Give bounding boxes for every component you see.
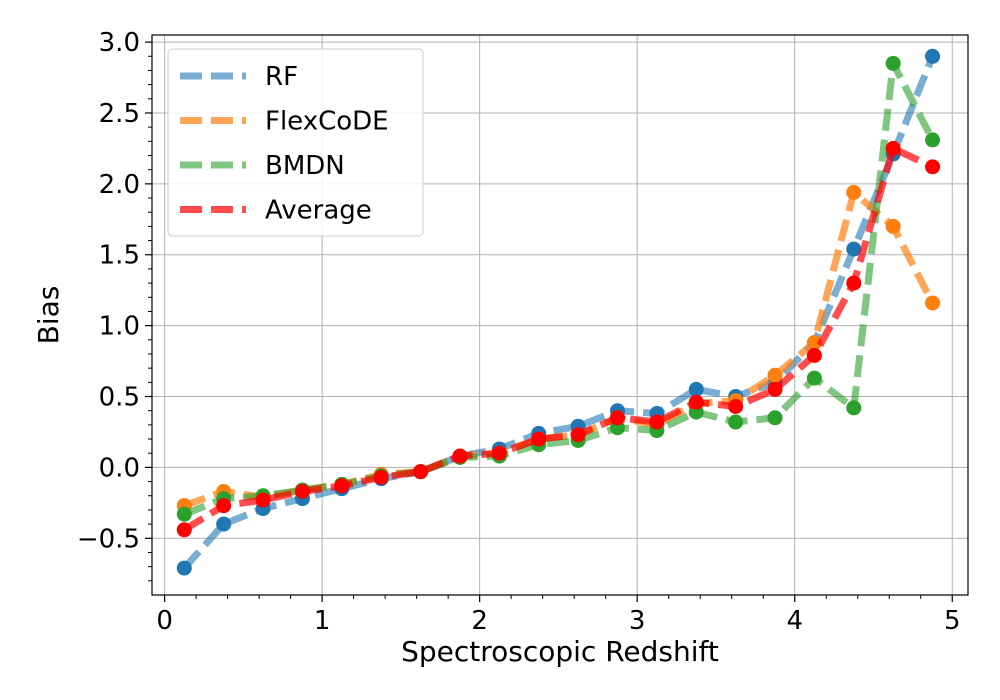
x-tick-label: 1 (314, 606, 331, 636)
data-point (885, 55, 901, 71)
data-point (334, 478, 350, 494)
data-point (570, 427, 586, 443)
data-point (176, 506, 192, 522)
legend-label: RF (265, 62, 298, 92)
legend-label: FlexCoDE (265, 107, 389, 137)
data-point (885, 140, 901, 156)
series-line (183, 188, 936, 509)
y-tick-label: 0.0 (99, 453, 140, 483)
y-tick-label: −0.5 (77, 524, 140, 554)
data-point (925, 295, 941, 311)
y-tick-label: 3.0 (99, 28, 140, 58)
data-point (806, 335, 822, 351)
series-average (176, 140, 941, 538)
y-tick-label: 1.0 (99, 312, 140, 342)
data-point (688, 381, 704, 397)
data-point (885, 218, 901, 234)
data-point (806, 347, 822, 363)
legend: RF FlexCoDE BMDN Average (167, 48, 424, 237)
data-point (294, 484, 310, 500)
y-tick-label: 1.5 (99, 241, 140, 271)
data-point (846, 184, 862, 200)
data-point (491, 445, 507, 461)
y-tick-label: 0.5 (99, 383, 140, 413)
data-point (767, 410, 783, 426)
x-tick-label: 5 (944, 606, 961, 636)
data-point (925, 159, 941, 175)
x-tick-label: 2 (471, 606, 488, 636)
data-point (846, 400, 862, 416)
data-point (925, 48, 941, 64)
legend-box (167, 48, 424, 237)
data-point (255, 492, 271, 508)
x-tick-label: 4 (786, 606, 803, 636)
y-axis-label: Bias (32, 286, 65, 345)
data-point (176, 522, 192, 538)
data-point (216, 498, 232, 514)
x-tick-label: 0 (156, 606, 173, 636)
x-tick-label: 3 (629, 606, 646, 636)
legend-label: BMDN (265, 151, 345, 181)
data-point (413, 464, 429, 480)
y-tick-label: 2.0 (99, 170, 140, 200)
data-point (728, 414, 744, 430)
x-axis-label: Spectroscopic Redshift (401, 635, 719, 668)
legend-label: Average (265, 196, 372, 226)
data-point (216, 516, 232, 532)
data-point (609, 410, 625, 426)
data-point (846, 275, 862, 291)
data-point (728, 398, 744, 414)
data-point (688, 394, 704, 410)
data-point (767, 367, 783, 383)
data-point (373, 469, 389, 485)
ticks: 0 1 2 3 4 5 −0.5 0.0 0.5 1.0 1.5 2.0 2.5 3.0 (77, 28, 961, 636)
data-point (649, 414, 665, 430)
data-point (846, 241, 862, 257)
data-point (531, 431, 547, 447)
plot-frame (151, 34, 969, 596)
data-point (806, 370, 822, 386)
data-point (925, 132, 941, 148)
data-point (452, 448, 468, 464)
series-group (176, 48, 941, 576)
data-point (767, 381, 783, 397)
y-tick-label: 2.5 (99, 99, 140, 129)
data-point (176, 560, 192, 576)
